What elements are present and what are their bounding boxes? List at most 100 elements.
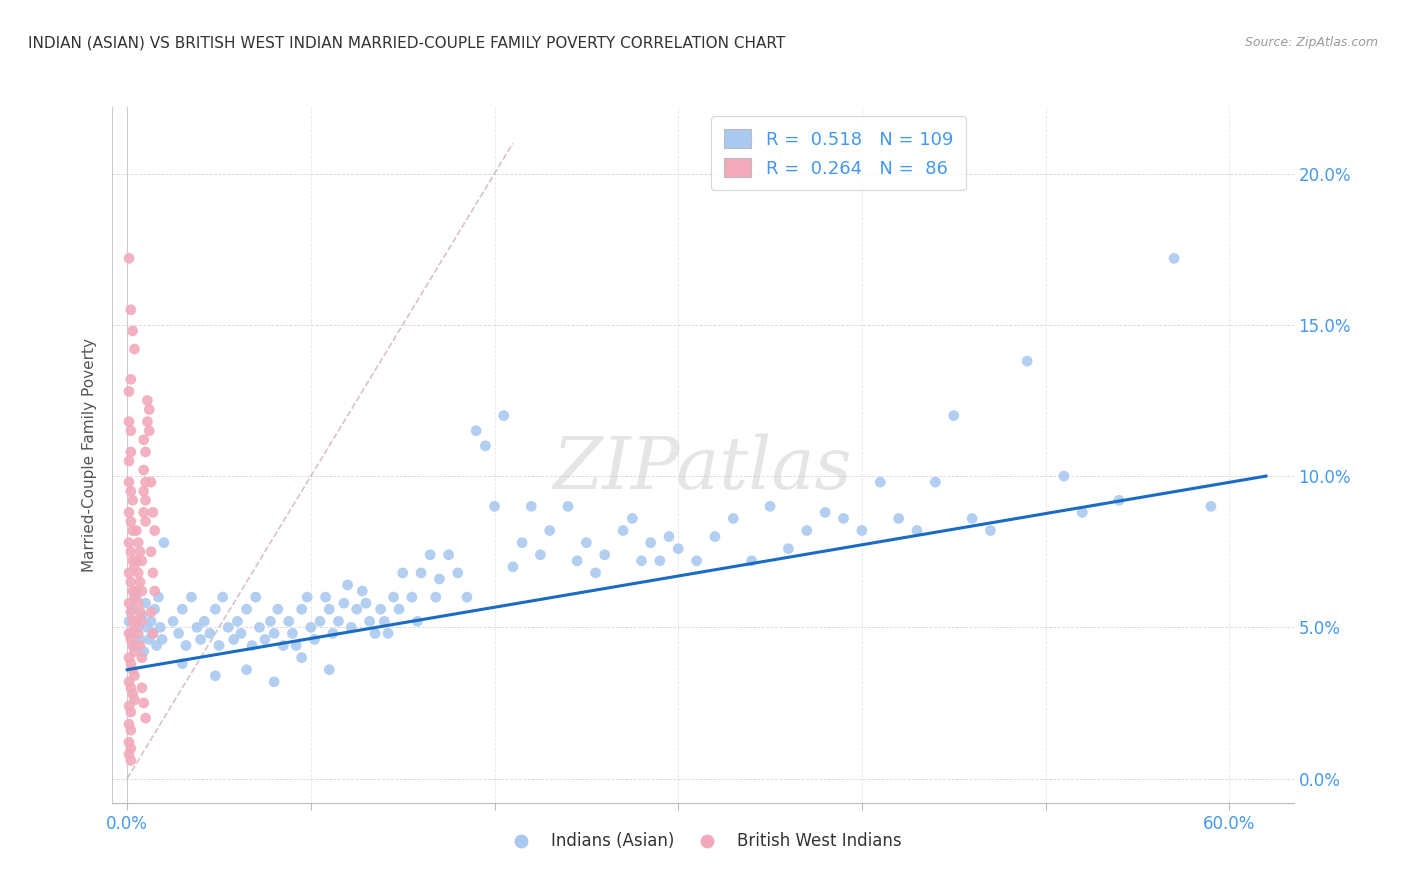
Point bbox=[129, 545, 152, 559]
Legend: Indians (Asian), British West Indians: Indians (Asian), British West Indians bbox=[498, 826, 908, 857]
Point bbox=[585, 566, 607, 580]
Point bbox=[1053, 469, 1076, 483]
Point bbox=[235, 602, 257, 616]
Point bbox=[143, 524, 166, 538]
Point bbox=[648, 554, 671, 568]
Point bbox=[132, 433, 155, 447]
Point bbox=[139, 615, 162, 629]
Point bbox=[138, 424, 160, 438]
Point bbox=[364, 626, 387, 640]
Point bbox=[309, 615, 332, 629]
Point bbox=[132, 484, 155, 499]
Point bbox=[245, 590, 267, 604]
Point bbox=[132, 463, 155, 477]
Point bbox=[118, 252, 141, 266]
Point bbox=[124, 693, 146, 707]
Point bbox=[143, 584, 166, 599]
Point bbox=[129, 632, 152, 647]
Point bbox=[120, 445, 142, 459]
Point bbox=[465, 424, 488, 438]
Point bbox=[869, 475, 891, 490]
Point bbox=[121, 493, 143, 508]
Point bbox=[502, 559, 524, 574]
Point bbox=[135, 445, 157, 459]
Point bbox=[520, 500, 543, 514]
Point bbox=[174, 639, 197, 653]
Point bbox=[557, 500, 579, 514]
Point bbox=[340, 620, 363, 634]
Point bbox=[124, 669, 146, 683]
Point bbox=[474, 439, 496, 453]
Point bbox=[666, 541, 689, 556]
Point bbox=[979, 524, 1001, 538]
Point bbox=[120, 705, 142, 719]
Point bbox=[299, 620, 322, 634]
Point bbox=[127, 535, 149, 549]
Point bbox=[318, 602, 340, 616]
Point bbox=[131, 608, 153, 623]
Point bbox=[138, 402, 160, 417]
Point bbox=[118, 596, 141, 610]
Point bbox=[129, 639, 152, 653]
Point bbox=[162, 615, 184, 629]
Point bbox=[1163, 252, 1185, 266]
Point bbox=[138, 632, 160, 647]
Point bbox=[124, 559, 146, 574]
Point bbox=[139, 605, 162, 619]
Point bbox=[295, 590, 318, 604]
Point bbox=[125, 554, 148, 568]
Point bbox=[960, 511, 983, 525]
Point bbox=[612, 524, 634, 538]
Point bbox=[832, 511, 855, 525]
Point bbox=[148, 590, 170, 604]
Point bbox=[484, 500, 506, 514]
Point bbox=[150, 632, 173, 647]
Point bbox=[942, 409, 965, 423]
Point bbox=[167, 626, 190, 640]
Point bbox=[121, 639, 143, 653]
Point bbox=[124, 644, 146, 658]
Point bbox=[419, 548, 441, 562]
Point bbox=[291, 650, 314, 665]
Point bbox=[121, 324, 143, 338]
Point bbox=[685, 554, 707, 568]
Point bbox=[456, 590, 478, 604]
Point bbox=[851, 524, 873, 538]
Point bbox=[131, 615, 153, 629]
Point bbox=[142, 505, 165, 519]
Point bbox=[703, 530, 725, 544]
Point bbox=[118, 454, 141, 468]
Point bbox=[304, 632, 326, 647]
Point bbox=[121, 687, 143, 701]
Point bbox=[180, 590, 202, 604]
Point bbox=[1108, 493, 1130, 508]
Point bbox=[118, 747, 141, 762]
Point bbox=[139, 475, 162, 490]
Point bbox=[277, 615, 299, 629]
Point bbox=[121, 615, 143, 629]
Text: INDIAN (ASIAN) VS BRITISH WEST INDIAN MARRIED-COUPLE FAMILY POVERTY CORRELATION : INDIAN (ASIAN) VS BRITISH WEST INDIAN MA… bbox=[28, 36, 786, 51]
Point bbox=[153, 535, 176, 549]
Point bbox=[593, 548, 616, 562]
Point bbox=[315, 590, 337, 604]
Point bbox=[120, 657, 142, 671]
Point bbox=[120, 723, 142, 738]
Point bbox=[575, 535, 598, 549]
Point bbox=[124, 342, 146, 356]
Point bbox=[538, 524, 561, 538]
Point bbox=[1071, 505, 1094, 519]
Y-axis label: Married-Couple Family Poverty: Married-Couple Family Poverty bbox=[82, 338, 97, 572]
Point bbox=[346, 602, 368, 616]
Point bbox=[267, 602, 290, 616]
Point bbox=[333, 596, 356, 610]
Point bbox=[492, 409, 515, 423]
Point bbox=[125, 615, 148, 629]
Point bbox=[741, 554, 763, 568]
Point bbox=[391, 566, 413, 580]
Point bbox=[235, 663, 257, 677]
Point bbox=[120, 545, 142, 559]
Point bbox=[211, 590, 233, 604]
Point bbox=[127, 566, 149, 580]
Point bbox=[132, 644, 155, 658]
Point bbox=[118, 698, 141, 713]
